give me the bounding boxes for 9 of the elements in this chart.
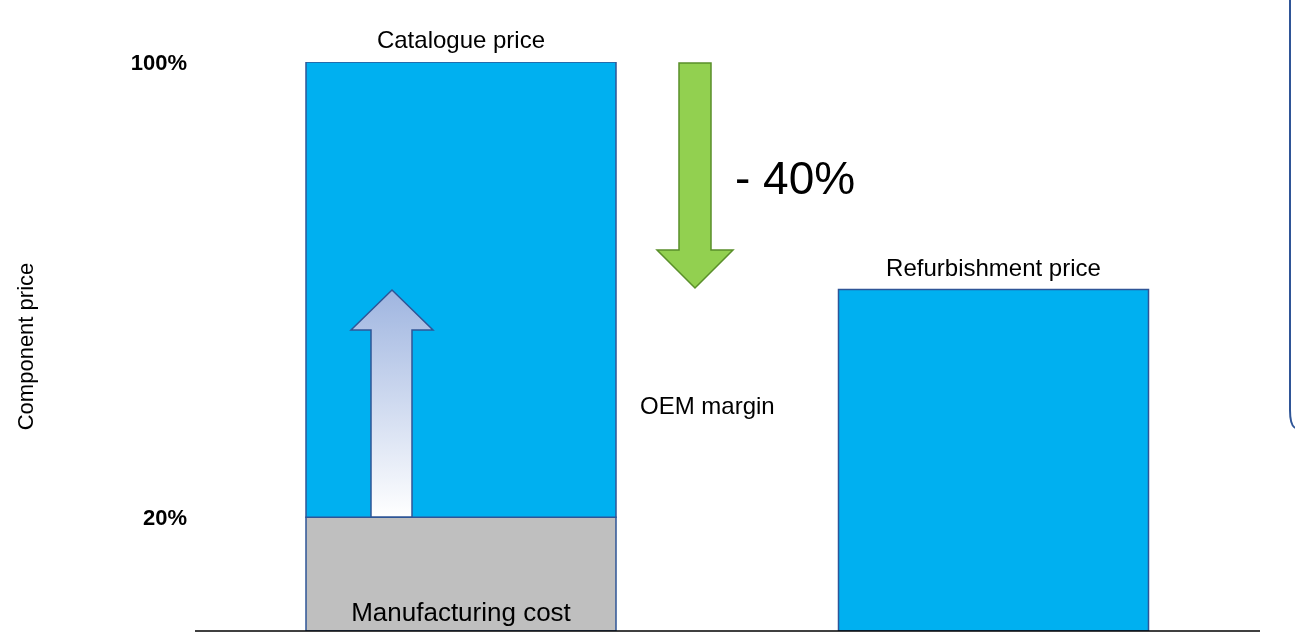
x-tick-label: Refurbishment price [886, 253, 1101, 281]
annotation: OEM margin [640, 392, 775, 419]
bar [837, 288, 1150, 631]
x-tick-label: Catalogue price [376, 26, 546, 53]
y-tick-label: 20% [142, 505, 187, 531]
y-axis-title: Component price [12, 262, 38, 431]
y-tick-label: 100% [130, 49, 187, 75]
series-label: Manufacturing cost [351, 597, 572, 627]
annotation: - 40% [735, 152, 856, 204]
